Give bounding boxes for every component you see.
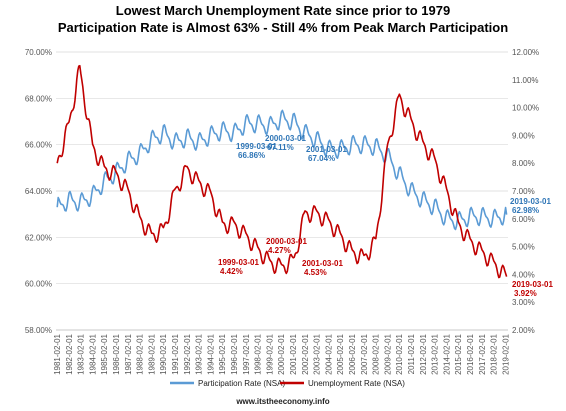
x-tick-label: 2000-02-01 — [277, 333, 286, 374]
left-tick-label: 60.00% — [25, 280, 52, 289]
x-tick-label: 1987-02-01 — [124, 333, 133, 374]
x-tick-label: 2011-02-01 — [407, 333, 416, 374]
x-tick-label: 1994-02-01 — [206, 333, 215, 374]
left-axis: 58.00% 60.00% 62.00% 64.00% 66.00% 68.00% 70.0… — [25, 48, 52, 335]
x-tick-label: 1992-02-01 — [183, 333, 192, 374]
x-tick-label: 2001-02-01 — [289, 333, 298, 374]
x-tick-label: 2004-02-01 — [324, 333, 333, 374]
x-tick-label: 2005-02-01 — [336, 333, 345, 374]
left-tick-label: 58.00% — [25, 326, 52, 335]
chart-subtitle: Participation Rate is Almost 63% - Still… — [57, 20, 509, 35]
annotation-date: 2019-03-01 — [512, 280, 553, 289]
x-tick-label: 2015-02-01 — [454, 333, 463, 374]
legend-label: Participation Rate (NSA) — [198, 379, 285, 388]
x-tick-label: 2009-02-01 — [383, 333, 392, 374]
right-tick-label: 11.00% — [512, 76, 539, 85]
annotation-value: 62.98% — [512, 206, 539, 215]
series-lines — [56, 64, 508, 279]
x-tick-label: 1983-02-01 — [77, 333, 86, 374]
left-tick-label: 70.00% — [25, 48, 52, 57]
annotation-date: 2001-03-01 — [302, 259, 343, 268]
legend: Participation Rate (NSA) Unemployment Rat… — [170, 379, 405, 388]
right-tick-label: 12.00% — [512, 48, 539, 57]
annotation-value: 4.42% — [220, 267, 243, 276]
grid-lines — [56, 51, 508, 331]
legend-label: Unemployment Rate (NSA) — [308, 379, 405, 388]
right-tick-label: 3.00% — [512, 298, 535, 307]
x-tick-label: 1984-02-01 — [88, 333, 97, 374]
left-tick-label: 62.00% — [25, 233, 52, 242]
x-tick-label: 2006-02-01 — [348, 333, 357, 374]
x-tick-label: 2008-02-01 — [372, 333, 381, 374]
x-tick-label: 1993-02-01 — [195, 333, 204, 374]
x-tick-label: 1995-02-01 — [218, 333, 227, 374]
x-tick-label: 1986-02-01 — [112, 333, 121, 374]
x-tick-label: 2007-02-01 — [360, 333, 369, 374]
x-tick-label: 2018-02-01 — [490, 333, 499, 374]
annotation-value: 67.11% — [267, 143, 294, 152]
right-axis: 2.00% 3.00% 4.00% 5.00% 6.00% 7.00% 8.00% 9.00%… — [512, 48, 539, 335]
x-tick-label: 1981-02-01 — [53, 333, 62, 374]
x-tick-label: 1998-02-01 — [254, 333, 263, 374]
left-tick-label: 64.00% — [25, 187, 52, 196]
annotation-date: 2000-03-01 — [266, 237, 307, 246]
left-tick-label: 66.00% — [25, 141, 52, 150]
x-tick-label: 1996-02-01 — [230, 333, 239, 374]
series-line — [56, 109, 508, 231]
annotation-date: 2001-03-01 — [306, 145, 347, 154]
x-tick-label: 2014-02-01 — [442, 333, 451, 374]
x-tick-label: 1997-02-01 — [242, 333, 251, 374]
annotation-value: 67.04% — [308, 154, 335, 163]
x-tick-label: 1982-02-01 — [65, 333, 74, 374]
right-tick-label: 4.00% — [512, 270, 535, 279]
annotation-date: 1999-03-01 — [218, 258, 259, 267]
right-tick-label: 8.00% — [512, 159, 535, 168]
annotation-value: 4.53% — [304, 268, 327, 277]
annotation-date: 1999-03-01 — [236, 142, 277, 151]
x-tick-label: 2002-02-01 — [301, 333, 310, 374]
annotation-date: 2019-03-01 — [510, 197, 551, 206]
x-tick-label: 1999-02-01 — [265, 333, 274, 374]
right-tick-label: 9.00% — [512, 131, 535, 140]
annotation-value: 3.92% — [514, 289, 537, 298]
annotation-value: 66.86% — [238, 151, 265, 160]
annotation-date: 2000-03-01 — [265, 134, 306, 143]
x-tick-label: 2013-02-01 — [431, 333, 440, 374]
right-tick-label: 6.00% — [512, 215, 535, 224]
x-tick-label: 1991-02-01 — [171, 333, 180, 374]
annotation-value: 4.27% — [268, 246, 291, 255]
x-tick-label: 1989-02-01 — [147, 333, 156, 374]
x-tick-label: 2010-02-01 — [395, 333, 404, 374]
x-tick-label: 1990-02-01 — [159, 333, 168, 374]
x-tick-label: 2019-02-01 — [501, 333, 510, 374]
right-tick-label: 2.00% — [512, 326, 535, 335]
chart-title: Lowest March Unemployment Rate since pri… — [115, 3, 451, 18]
right-tick-label: 10.00% — [512, 104, 539, 113]
x-tick-label: 1985-02-01 — [100, 333, 109, 374]
x-tick-label: 2003-02-01 — [313, 333, 322, 374]
credit-text: www.itstheeconomy.info — [235, 397, 329, 406]
x-tick-label: 2012-02-01 — [419, 333, 428, 374]
left-tick-label: 68.00% — [25, 94, 52, 103]
x-tick-label: 2016-02-01 — [466, 333, 475, 374]
x-tick-label: 2017-02-01 — [478, 333, 487, 374]
x-tick-label: 1988-02-01 — [136, 333, 145, 374]
right-tick-label: 7.00% — [512, 187, 535, 196]
right-tick-label: 5.00% — [512, 243, 535, 252]
x-axis: 1981-02-01 1982-02-01 1983-02-01 1984-02-01… — [53, 329, 510, 375]
series-line — [56, 64, 508, 279]
